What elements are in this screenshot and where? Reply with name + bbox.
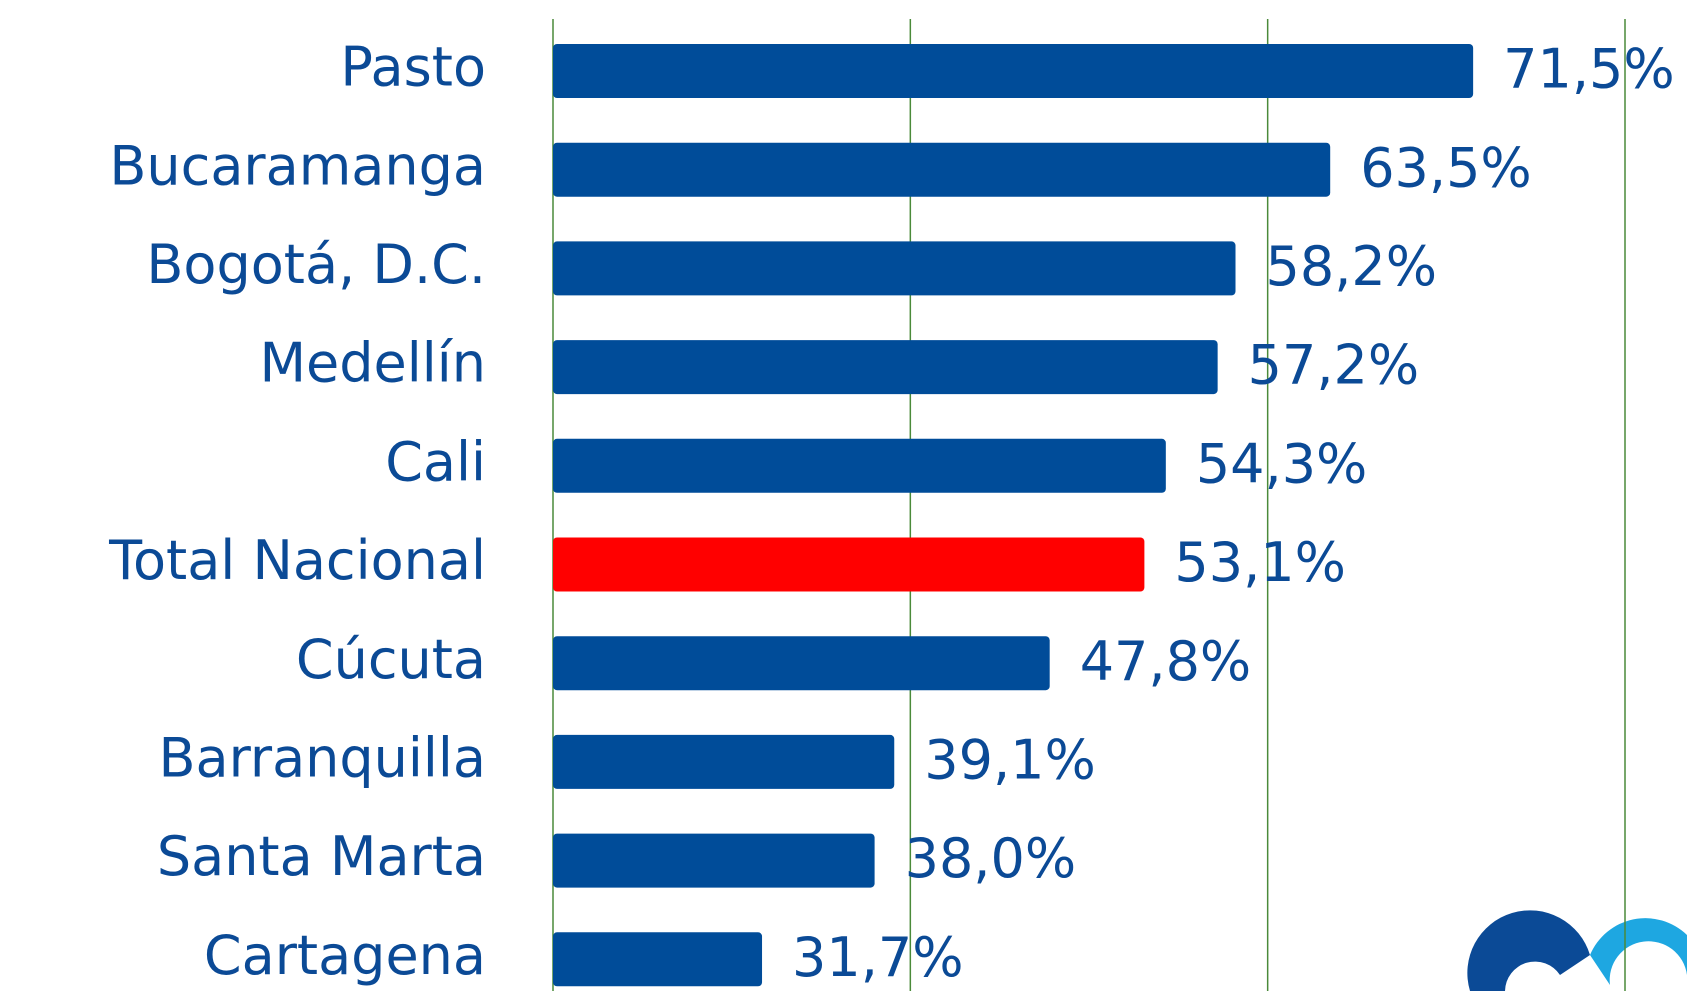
bar (553, 44, 1474, 98)
y-tick-label: Santa Marta (157, 825, 486, 888)
y-tick-label: Bucaramanga (109, 134, 486, 197)
value-label: 63,5% (1360, 136, 1532, 199)
bar (553, 438, 1166, 493)
bar (553, 833, 875, 888)
bar (553, 340, 1218, 395)
bar (553, 734, 895, 789)
value-label: 58,2% (1266, 235, 1438, 298)
bar (553, 932, 763, 987)
value-label: 39,1% (924, 729, 1096, 792)
bar (553, 636, 1050, 691)
value-label: 57,2% (1248, 334, 1420, 397)
y-tick-label: Bogotá, D.C. (146, 233, 486, 296)
y-tick-label: Cali (385, 430, 486, 493)
value-label: 47,8% (1080, 630, 1252, 693)
y-tick-label: Barranquilla (158, 727, 486, 790)
y-tick-label: Cartagena (204, 924, 486, 987)
bar (553, 537, 1145, 592)
y-tick-label: Total Nacional (108, 529, 486, 592)
value-label: 53,1% (1174, 531, 1346, 594)
value-label: 54,3% (1196, 432, 1368, 495)
y-tick-label: Cúcuta (296, 628, 486, 691)
value-label: 31,7% (792, 926, 964, 989)
value-label: 38,0% (905, 827, 1077, 890)
y-tick-label: Medellín (259, 332, 486, 395)
logo (1467, 910, 1687, 991)
bar (553, 241, 1236, 296)
bar (553, 142, 1331, 197)
value-label: 71,5% (1503, 38, 1675, 101)
y-tick-label: Pasto (340, 36, 486, 99)
